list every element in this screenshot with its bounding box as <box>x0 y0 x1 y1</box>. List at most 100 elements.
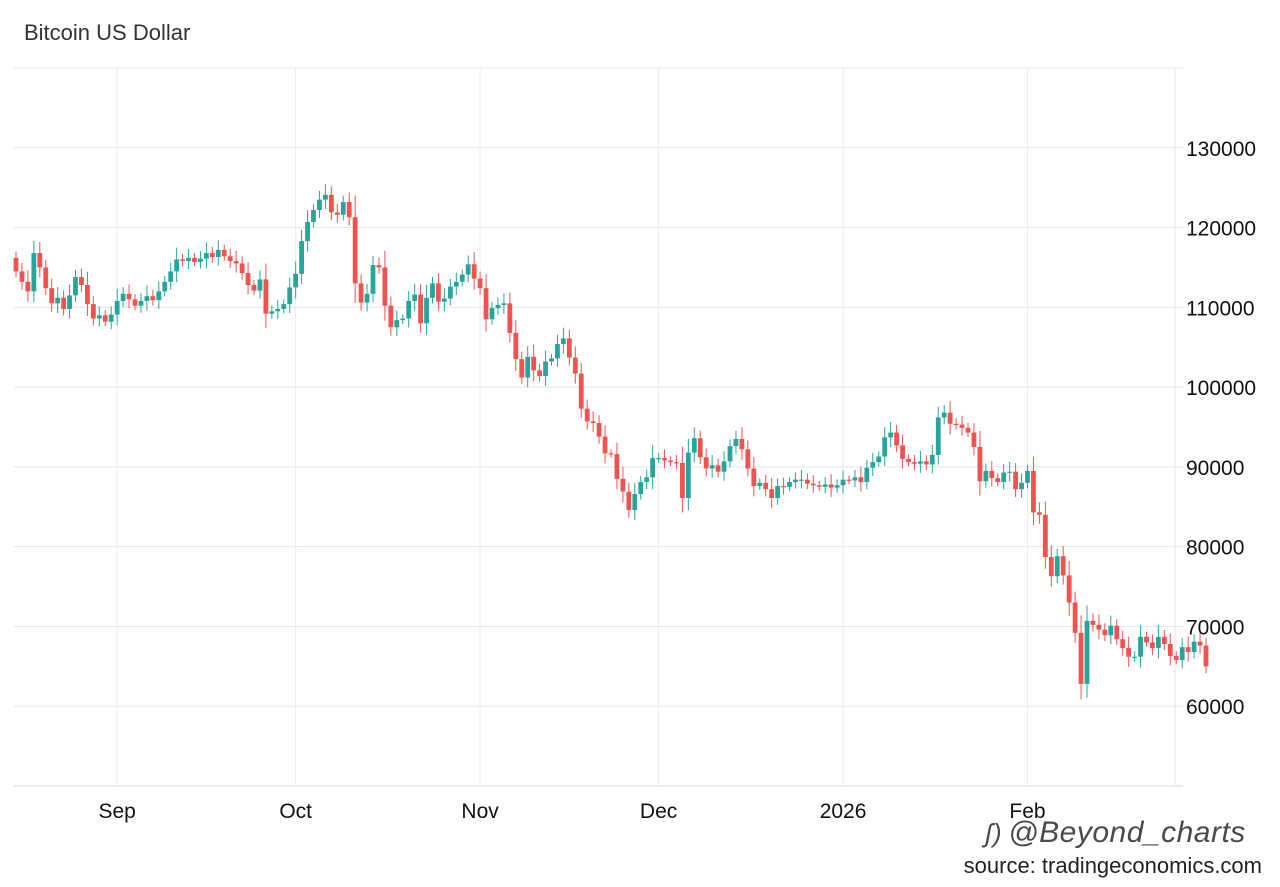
candle-down <box>894 432 899 446</box>
candle-down <box>519 359 525 378</box>
candle-down <box>1048 557 1054 577</box>
candle-down <box>1037 512 1042 515</box>
candle-down <box>620 478 626 492</box>
candle-down <box>1096 624 1102 630</box>
weibo-logo-icon: ʃ) <box>985 818 1003 848</box>
candle-down <box>977 446 983 482</box>
candle-down <box>1167 643 1173 656</box>
candle-down <box>703 457 709 469</box>
candle-down <box>566 338 572 358</box>
candle-up <box>168 271 174 282</box>
candle-up <box>495 304 501 309</box>
x-tick-label: Nov <box>461 800 499 823</box>
candle-up <box>198 258 203 262</box>
candle-down <box>227 256 233 262</box>
candle-down <box>1013 471 1018 490</box>
candle-up <box>120 293 126 301</box>
candle-up <box>299 241 304 274</box>
candle-up <box>1054 556 1060 577</box>
y-tick-label: 60000 <box>1186 696 1244 719</box>
candle-down <box>1150 642 1155 648</box>
candle-down <box>251 284 257 291</box>
candle-up <box>929 454 935 465</box>
candle-down <box>358 283 364 303</box>
candle-up <box>305 221 310 242</box>
y-tick-label: 120000 <box>1186 218 1256 241</box>
candle-down <box>1090 620 1096 625</box>
candle-down <box>221 249 227 257</box>
candle-down <box>1185 647 1191 652</box>
candle-down <box>912 462 917 464</box>
candle-down <box>102 315 108 322</box>
watermark-text: @Beyond_charts <box>1008 816 1246 849</box>
candle-down <box>995 478 1001 483</box>
candle-up <box>561 338 566 345</box>
candle-up <box>394 320 400 328</box>
y-axis-ticks: 60000 70000 80000 90000 100000 110000 120000 13… <box>1186 138 1256 719</box>
candle-up <box>793 479 798 483</box>
candle-up <box>138 300 144 306</box>
candle-up <box>822 484 828 487</box>
candle-up <box>721 461 727 472</box>
candle-up <box>787 482 792 487</box>
candle-up <box>834 485 840 488</box>
candle-up <box>888 432 894 438</box>
candle-down <box>662 458 667 461</box>
candle-down <box>763 482 769 490</box>
candle-down <box>828 484 834 488</box>
candle-down <box>590 421 596 424</box>
candle-up <box>204 253 209 259</box>
candle-down <box>614 454 620 479</box>
candle-up <box>400 318 406 321</box>
candle-up <box>430 283 435 298</box>
candle-up <box>447 286 453 299</box>
candle-down <box>602 436 608 454</box>
candle-down <box>334 212 340 215</box>
candle-up <box>1019 482 1024 490</box>
candle-up <box>465 264 471 275</box>
candle-down <box>858 477 864 483</box>
candle-down <box>436 283 441 302</box>
candle-up <box>870 462 876 468</box>
candle-up <box>876 456 882 463</box>
candle-down <box>739 438 745 450</box>
candle-up <box>727 446 733 462</box>
candle-down <box>804 479 810 484</box>
candle-down <box>578 373 584 409</box>
candle-down <box>810 483 816 486</box>
candle-up <box>941 412 947 418</box>
candle-down <box>90 304 96 319</box>
y-tick-label: 130000 <box>1186 138 1256 161</box>
candle-up <box>281 304 287 309</box>
candle-down <box>906 458 911 463</box>
candle-up <box>311 210 316 222</box>
candle-up <box>918 461 923 464</box>
candle-down <box>816 485 822 487</box>
candle-up <box>156 291 162 301</box>
candle-up <box>882 437 888 457</box>
candle-up <box>31 253 37 292</box>
candle-down <box>971 432 977 447</box>
candle-down <box>209 253 215 258</box>
candle-down <box>1060 556 1066 576</box>
candle-down <box>150 296 156 301</box>
candle-up <box>733 438 739 447</box>
candle-up <box>543 361 548 376</box>
candle-down <box>1197 641 1203 646</box>
source-label: source: tradingeconomics.com <box>963 853 1262 878</box>
candle-down <box>572 357 578 374</box>
candle-down <box>668 460 673 463</box>
candle-up <box>412 294 418 301</box>
candle-up <box>269 311 275 314</box>
candle-up <box>162 281 168 292</box>
candle-up <box>293 273 299 288</box>
candle-up <box>489 308 495 320</box>
candle-down <box>537 370 542 376</box>
candle-up <box>174 259 180 272</box>
candle-up <box>1001 472 1007 483</box>
candle-up <box>1084 620 1090 684</box>
candle-down <box>507 303 513 333</box>
candle-up <box>186 257 191 262</box>
candle-up <box>1132 656 1137 658</box>
candle-up <box>656 458 661 460</box>
